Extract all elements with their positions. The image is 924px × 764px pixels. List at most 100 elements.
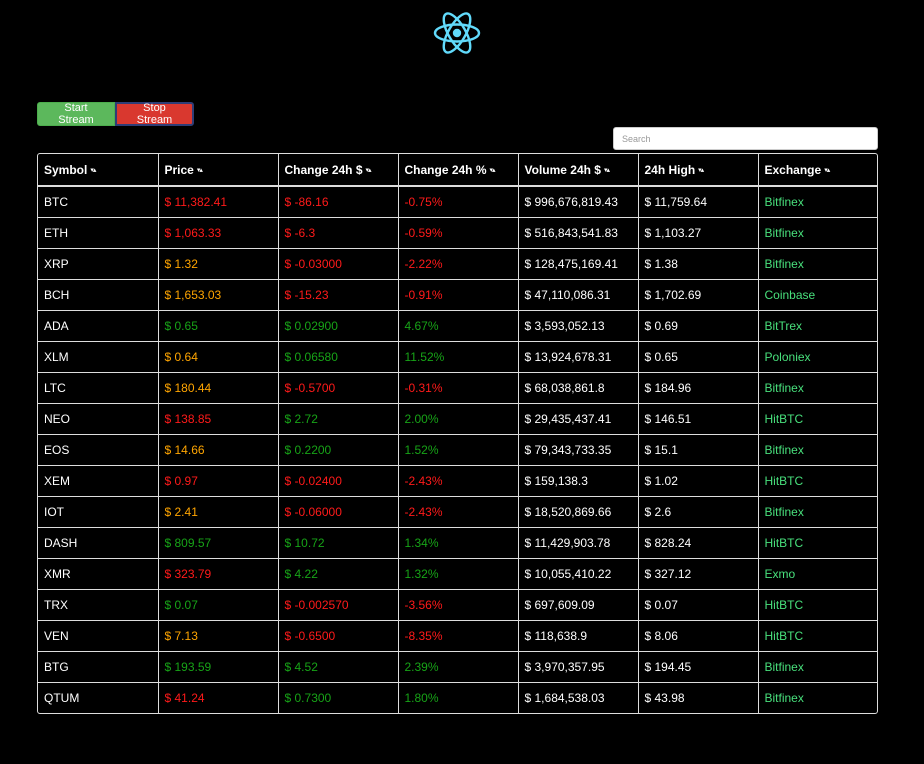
price-cell: $ 0.65 [158, 310, 279, 342]
change-24h-pct-cell: 2.00% [398, 403, 519, 435]
price-cell: $ 0.64 [158, 341, 279, 373]
price-cell: $ 0.97 [158, 465, 279, 497]
price-cell: $ 193.59 [158, 651, 279, 683]
high-24h-cell: $ 184.96 [638, 372, 759, 404]
search-input[interactable] [613, 127, 878, 150]
change-24h-cell: $ 10.72 [278, 527, 399, 559]
sort-arrows-icon[interactable]: ▾▴ [365, 167, 372, 175]
volume-24h-cell: $ 47,110,086.31 [518, 279, 639, 311]
exchange-cell: Bitfinex [758, 248, 877, 280]
sort-arrows-icon[interactable]: ▾▴ [90, 167, 96, 175]
high-24h-cell: $ 828.24 [638, 527, 759, 559]
sort-arrows-icon[interactable]: ▾▴ [196, 167, 203, 175]
exchange-cell: BitTrex [758, 310, 877, 342]
high-24h-cell: $ 15.1 [638, 434, 759, 466]
column-header-price[interactable]: Price ▾▴ [158, 154, 279, 187]
high-24h-cell: $ 327.12 [638, 558, 759, 590]
column-header-exchange[interactable]: Exchange ▾▴ [758, 154, 877, 187]
stream-controls: Start Stream Stop Stream [37, 102, 194, 126]
change-24h-pct-cell: 11.52% [398, 341, 519, 373]
column-header-change-24h-usd[interactable]: Change 24h $ ▾▴ [278, 154, 399, 187]
column-header-label: Symbol [44, 162, 88, 177]
column-header-24h-high[interactable]: 24h High ▾▴ [638, 154, 759, 187]
price-cell: $ 2.41 [158, 496, 279, 528]
column-header-label: 24h High [644, 162, 696, 177]
table-row: DASH $ 809.57 $ 10.72 1.34% $ 11,429,903.78 $… [38, 527, 877, 559]
volume-24h-cell: $ 3,593,052.13 [518, 310, 639, 342]
sort-arrows-icon[interactable]: ▾▴ [698, 167, 704, 175]
table-row: ETH $ 1,063.33 $ -6.3 -0.59% $ 516,843,541.8… [38, 217, 877, 249]
change-24h-cell: $ 2.72 [278, 403, 399, 435]
column-header-label: Volume 24h $ [524, 162, 601, 177]
change-24h-cell: $ 0.7300 [278, 682, 399, 713]
change-24h-cell: $ 4.52 [278, 651, 399, 683]
symbol-cell: QTUM [38, 682, 159, 713]
high-24h-cell: $ 194.45 [638, 651, 759, 683]
exchange-cell: Bitfinex [758, 217, 877, 249]
change-24h-pct-cell: 4.67% [398, 310, 519, 342]
price-cell: $ 1.32 [158, 248, 279, 280]
change-24h-pct-cell: 1.52% [398, 434, 519, 466]
column-header-label: Change 24h $ [284, 162, 363, 177]
high-24h-cell: $ 1,103.27 [638, 217, 759, 249]
change-24h-pct-cell: -0.91% [398, 279, 519, 311]
column-header-change-24h-pct[interactable]: Change 24h % ▾▴ [398, 154, 519, 187]
exchange-cell: Bitfinex [758, 651, 877, 683]
exchange-cell: HitBTC [758, 527, 877, 559]
change-24h-pct-cell: -2.22% [398, 248, 519, 280]
volume-24h-cell: $ 128,475,169.41 [518, 248, 639, 280]
sort-arrows-icon[interactable]: ▾▴ [824, 167, 830, 175]
column-header-symbol[interactable]: Symbol ▾▴ [38, 154, 159, 187]
high-24h-cell: $ 1.38 [638, 248, 759, 280]
symbol-cell: EOS [38, 434, 159, 466]
price-cell: $ 180.44 [158, 372, 279, 404]
sort-arrows-icon[interactable]: ▾▴ [489, 167, 496, 175]
stop-stream-button[interactable]: Stop Stream [115, 102, 194, 126]
symbol-cell: DASH [38, 527, 159, 559]
change-24h-cell: $ -15.23 [278, 279, 399, 311]
change-24h-cell: $ -0.06000 [278, 496, 399, 528]
change-24h-pct-cell: -0.31% [398, 372, 519, 404]
table-row: XRP $ 1.32 $ -0.03000 -2.22% $ 128,475,169.4… [38, 248, 877, 280]
volume-24h-cell: $ 29,435,437.41 [518, 403, 639, 435]
price-cell: $ 14.66 [158, 434, 279, 466]
column-header-volume-24h[interactable]: Volume 24h $ ▾▴ [518, 154, 639, 187]
crypto-table: Symbol ▾▴ Price ▾▴ Change 24h $ ▾▴ Change 24h … [37, 153, 878, 714]
sort-arrows-icon[interactable]: ▾▴ [603, 167, 610, 175]
high-24h-cell: $ 2.6 [638, 496, 759, 528]
high-24h-cell: $ 0.65 [638, 341, 759, 373]
change-24h-cell: $ 0.06580 [278, 341, 399, 373]
change-24h-cell: $ 0.2200 [278, 434, 399, 466]
change-24h-cell: $ 4.22 [278, 558, 399, 590]
table-row: XMR $ 323.79 $ 4.22 1.32% $ 10,055,410.22 $ 3… [38, 558, 877, 590]
symbol-cell: BTG [38, 651, 159, 683]
price-cell: $ 1,653.03 [158, 279, 279, 311]
symbol-cell: IOT [38, 496, 159, 528]
high-24h-cell: $ 1.02 [638, 465, 759, 497]
high-24h-cell: $ 146.51 [638, 403, 759, 435]
change-24h-pct-cell: -2.43% [398, 496, 519, 528]
table-row: XLM $ 0.64 $ 0.06580 11.52% $ 13,924,678.31 $… [38, 341, 877, 373]
change-24h-pct-cell: 2.39% [398, 651, 519, 683]
symbol-cell: XRP [38, 248, 159, 280]
symbol-cell: ETH [38, 217, 159, 249]
volume-24h-cell: $ 11,429,903.78 [518, 527, 639, 559]
volume-24h-cell: $ 516,843,541.83 [518, 217, 639, 249]
volume-24h-cell: $ 118,638.9 [518, 620, 639, 652]
exchange-cell: HitBTC [758, 403, 877, 435]
volume-24h-cell: $ 996,676,819.43 [518, 186, 639, 218]
high-24h-cell: $ 43.98 [638, 682, 759, 713]
price-cell: $ 41.24 [158, 682, 279, 713]
exchange-cell: Bitfinex [758, 496, 877, 528]
change-24h-cell: $ -0.6500 [278, 620, 399, 652]
symbol-cell: NEO [38, 403, 159, 435]
start-stream-button[interactable]: Start Stream [37, 102, 115, 126]
change-24h-pct-cell: 1.34% [398, 527, 519, 559]
table-row: EOS $ 14.66 $ 0.2200 1.52% $ 79,343,733.35 $ … [38, 434, 877, 466]
change-24h-pct-cell: -0.75% [398, 186, 519, 218]
exchange-cell: Bitfinex [758, 186, 877, 218]
change-24h-cell: $ -0.5700 [278, 372, 399, 404]
change-24h-cell: $ -0.002570 [278, 589, 399, 621]
volume-24h-cell: $ 10,055,410.22 [518, 558, 639, 590]
